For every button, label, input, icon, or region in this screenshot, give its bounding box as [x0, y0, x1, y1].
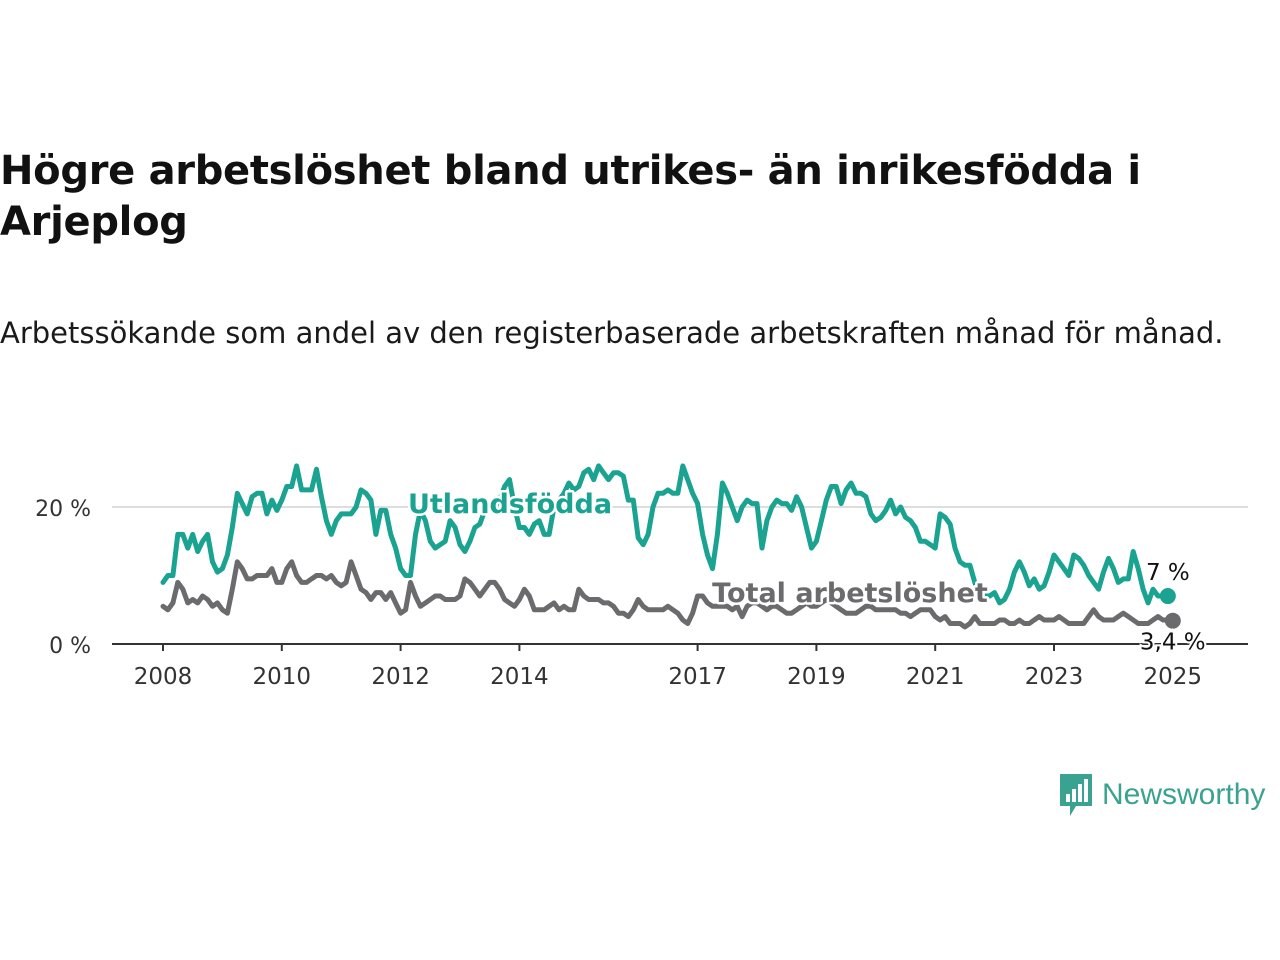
series-name-label: Utlandsfödda — [408, 489, 612, 520]
x-tick-label: 2023 — [1025, 664, 1084, 690]
grid-lines — [112, 506, 1248, 651]
end-value-label: 7 % — [1146, 560, 1190, 586]
x-tick-label: 2014 — [490, 664, 549, 690]
labels: 0 % 20 % 2008 2010 2012 2014 2017 2019 2021 2023 2… — [35, 487, 1208, 691]
y-tick-label: 20 % — [35, 497, 91, 522]
x-tick-label: 2021 — [906, 664, 965, 690]
x-tick-label: 2012 — [371, 664, 430, 690]
chart-subtitle: Arbetssökande som andel av den registerb… — [0, 316, 1224, 350]
end-value-label: 3,4 % — [1140, 630, 1206, 656]
bar-chart-speech-bubble-icon — [1060, 774, 1092, 816]
x-tick-label: 2017 — [668, 664, 727, 690]
brand-name: Newsworthy — [1102, 778, 1266, 811]
series-end-dot — [1164, 612, 1181, 629]
y-tick-label: 0 % — [49, 634, 91, 659]
x-tick-label: 2008 — [134, 664, 193, 690]
line-chart: 0 % 20 % 2008 2010 2012 2014 2017 2019 2021 2023 2… — [35, 463, 1248, 691]
chart-title: Högre arbetslöshet bland utrikes- än inr… — [0, 148, 1141, 245]
x-tick-label: 2010 — [253, 664, 312, 690]
series-line — [160, 559, 1176, 630]
x-tick-label: 2025 — [1144, 664, 1203, 690]
series-name-label: Total arbetslöshet — [712, 578, 988, 609]
series-end-dot — [1159, 588, 1176, 605]
series-line — [160, 463, 1171, 606]
series-lines — [160, 463, 1181, 630]
newsworthy-logo: Newsworthy — [1058, 772, 1265, 818]
x-tick-label: 2019 — [787, 664, 846, 690]
